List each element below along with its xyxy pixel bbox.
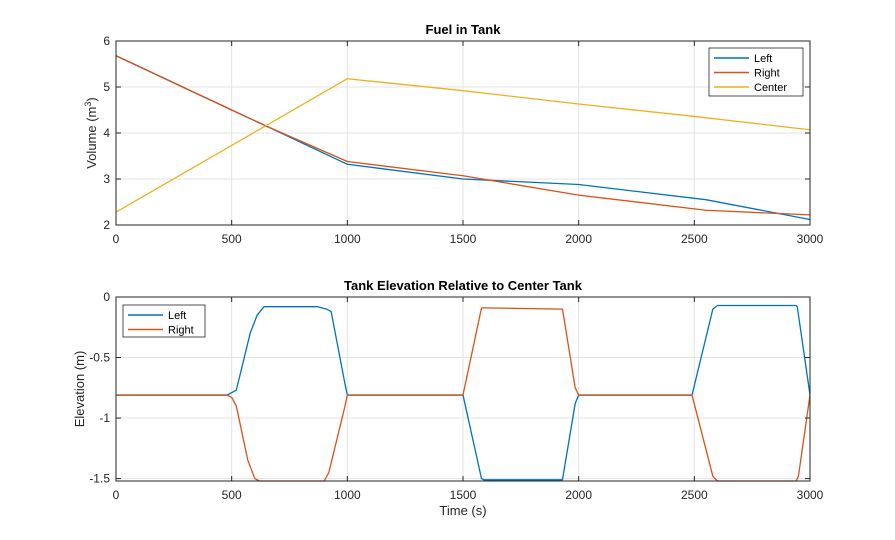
x-tick-label: 1000	[334, 232, 361, 246]
y-axis-label: Volume (m3)	[83, 97, 99, 169]
series-line-right	[116, 307, 810, 482]
y-tick-label: 6	[103, 34, 110, 48]
legend-label-left: Left	[168, 310, 186, 322]
legend-box	[708, 47, 804, 97]
legend: Left Right	[122, 304, 206, 338]
y-tick-label: 0	[103, 290, 110, 304]
series-line-center	[116, 78, 810, 213]
y-tick-label: 4	[103, 126, 110, 140]
series-line-right	[116, 55, 810, 216]
x-tick-label: 2000	[565, 232, 592, 246]
x-tick-label: 0	[113, 488, 120, 502]
legend-label-right: Right	[168, 325, 194, 337]
x-tick-label: 500	[222, 488, 242, 502]
legend-label-right: Right	[754, 68, 780, 80]
y-tick-label: -0.5	[89, 351, 110, 365]
chart-title: Tank Elevation Relative to Center Tank	[344, 278, 583, 293]
chart-title: Fuel in Tank	[426, 22, 502, 37]
legend: Left Right Center	[708, 47, 804, 97]
x-tick-label: 1000	[334, 488, 361, 502]
y-tick-label: -1	[99, 411, 110, 425]
x-tick-label: 3000	[797, 232, 824, 246]
y-axis-label-superscript: 3	[83, 102, 93, 107]
x-tick-label: 0	[113, 232, 120, 246]
x-tick-label: 2000	[565, 488, 592, 502]
x-tick-label: 3000	[797, 488, 824, 502]
tank-elevation-plot: 0 500 1000 1500 2000 2500 3000 -1.5 -1 -0.5 0 Tank …	[72, 278, 824, 518]
y-axis-label: Elevation (m)	[72, 351, 87, 428]
y-tick-label: 5	[103, 80, 110, 94]
x-tick-label: 1500	[450, 232, 477, 246]
legend-label-left: Left	[754, 53, 772, 65]
legend-box	[122, 304, 206, 338]
legend-label-center: Center	[754, 82, 787, 94]
x-axis-label: Time (s)	[439, 503, 486, 518]
y-tick-label: -1.5	[89, 472, 110, 486]
fuel-in-tank-plot: 0 500 1000 1500 2000 2500 3000 2 3 4 5 6 Fuel in Tan…	[83, 22, 824, 246]
y-axis-label-suffix: )	[84, 97, 99, 101]
x-tick-label: 1500	[450, 488, 477, 502]
x-tick-label: 2500	[681, 488, 708, 502]
y-tick-label: 3	[103, 172, 110, 186]
y-axis-label-text: Volume (m	[84, 107, 99, 169]
x-tick-label: 500	[222, 232, 242, 246]
x-tick-label: 2500	[681, 232, 708, 246]
y-tick-label: 2	[103, 218, 110, 232]
